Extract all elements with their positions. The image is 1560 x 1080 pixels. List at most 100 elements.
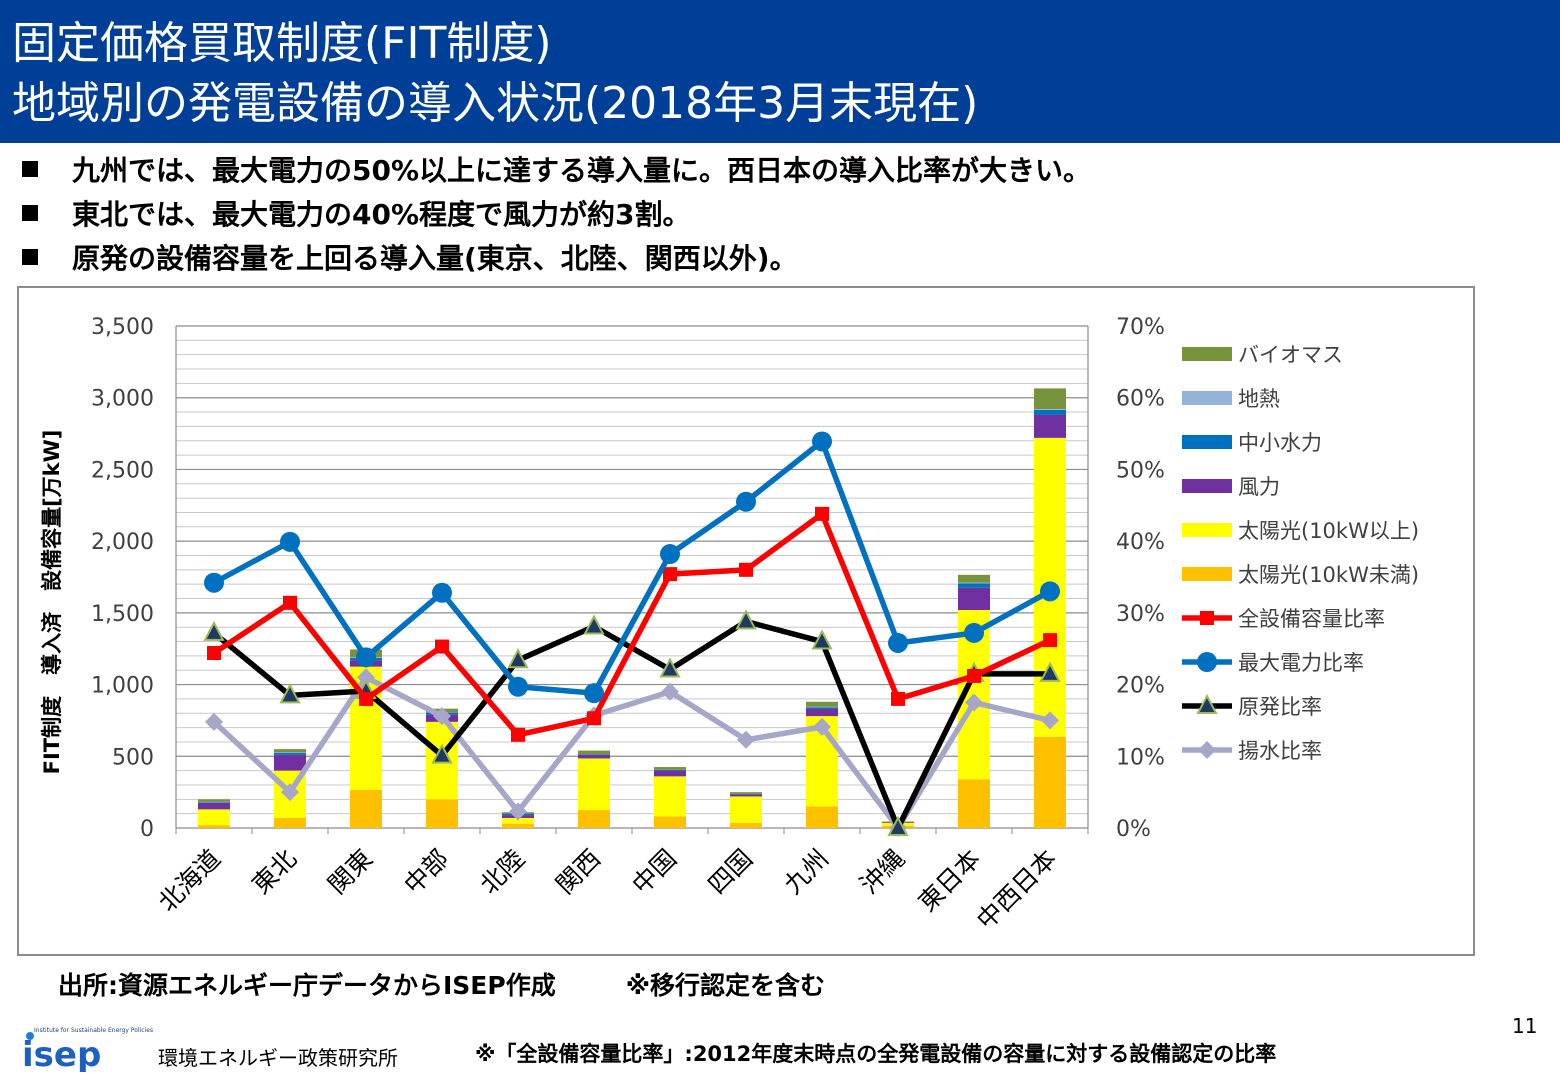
bar-segment: [806, 806, 838, 828]
bar-segment: [730, 822, 762, 828]
line-marker: [659, 657, 681, 678]
bar-segment: [806, 701, 838, 707]
x-category-label: 九州: [778, 844, 834, 900]
line-marker: [205, 712, 223, 731]
legend-label: 地熱: [1238, 387, 1280, 411]
line-marker: [435, 639, 449, 654]
bar-segment: [806, 707, 838, 709]
line-marker: [812, 431, 832, 452]
page-subtitle: 地域別の発電設備の導入状況(2018年3月末現在): [12, 78, 979, 129]
x-category-label: 関東: [322, 844, 378, 900]
logo-text: isep: [22, 1035, 101, 1072]
line-marker: [583, 614, 605, 635]
bar-segment: [502, 823, 534, 828]
x-category-label: 北海道: [153, 844, 227, 918]
line-marker: [1197, 652, 1217, 672]
y-left-tick-label: 2,500: [91, 458, 154, 483]
line-marker: [584, 683, 604, 704]
y-left-tick-label: 500: [112, 745, 154, 770]
source-line: 出所:資源エネルギー庁データからISEP作成 ※移行認定を含む: [58, 966, 825, 1006]
bar-segment: [578, 750, 610, 755]
line-marker: [356, 647, 376, 668]
bar-segment: [730, 794, 762, 797]
line-marker: [283, 595, 297, 610]
institute-name: 環境エネルギー政策研究所: [158, 1046, 398, 1070]
bar-segment: [502, 817, 534, 824]
line-marker: [587, 711, 601, 726]
line-marker: [888, 632, 908, 653]
y-left-tick-label: 1,000: [91, 674, 154, 699]
source-note: ※移行認定を含む: [625, 971, 826, 1000]
bar-segment: [578, 810, 610, 828]
bullet-item: 九州では、最大電力の50%以上に達する導入量に。西日本の導入比率が大きい。: [22, 150, 1091, 192]
bullet-text: 九州では、最大電力の50%以上に達する導入量に。西日本の導入比率が大きい。: [72, 154, 1092, 187]
line-marker: [207, 646, 221, 661]
title-bar: 固定価格買取制度(FIT制度) 地域別の発電設備の導入状況(2018年3月末現在…: [0, 0, 1560, 143]
line-marker: [357, 668, 375, 687]
bullet-square-icon: [22, 249, 38, 265]
bar-segment: [578, 758, 610, 811]
series-line: [212, 618, 1050, 831]
line-marker: [279, 683, 301, 704]
chart-axes: [175, 326, 1089, 834]
bar-segment: [274, 817, 306, 828]
y-right-tick-label: 70%: [1116, 315, 1165, 340]
bar-segment: [198, 809, 230, 826]
y-left-tick-label: 3,000: [91, 387, 154, 412]
bar-segment: [274, 749, 306, 753]
x-category-label: 関西: [550, 844, 606, 900]
bar-segment: [806, 706, 838, 708]
bar-segment: [730, 792, 762, 794]
line-marker: [281, 783, 299, 802]
legend-swatch: [1182, 479, 1232, 493]
legend-label: 全設備容量比率: [1238, 607, 1385, 631]
x-category-label: 東北: [246, 844, 302, 900]
line-marker: [433, 707, 451, 726]
bar-segment: [654, 769, 686, 771]
bullet-item: 原発の設備容量を上回る導入量(東京、北陸、関西以外)。: [22, 238, 798, 280]
bar-segment: [198, 825, 230, 828]
y-left-tick-label: 1,500: [91, 602, 154, 627]
bullet-item: 東北では、最大電力の40%程度で風力が約3割。: [22, 194, 691, 236]
line-marker: [431, 743, 453, 764]
source-text: 出所:資源エネルギー庁データからISEP作成: [58, 971, 556, 1000]
legend-label: 原発比率: [1238, 695, 1322, 719]
bar-segment: [578, 754, 610, 755]
line-marker: [661, 682, 679, 701]
chart: 0 500 1,000 1,500 2,000 2,500 3,000 3,500 0% 10% 2…: [40, 315, 1419, 935]
footnote: ※「全設備容量比率」:2012年度末時点の全発電設備の容量に対する設備認定の比率: [475, 1042, 1277, 1066]
bar-segment: [1034, 736, 1066, 828]
line-marker: [280, 531, 300, 552]
bullet-square-icon: [22, 205, 38, 221]
logo-tagline: Institute for Sustainable Energy Policie…: [34, 1027, 153, 1034]
line-marker: [660, 544, 680, 565]
line-marker: [1040, 581, 1060, 602]
legend-label: バイオマス: [1238, 343, 1343, 367]
bar-segment: [1034, 414, 1066, 438]
line-marker: [432, 582, 452, 603]
y-right-tick-label: 10%: [1116, 745, 1165, 770]
line-marker: [359, 691, 373, 706]
legend-swatch: [1182, 391, 1232, 405]
bar-segment: [958, 574, 990, 583]
bar-segment: [654, 767, 686, 770]
x-category-label: 北陸: [474, 844, 530, 900]
line-marker: [813, 717, 831, 736]
bar-segment: [654, 816, 686, 828]
bar-segment: [198, 799, 230, 802]
y-right-tick-label: 30%: [1116, 602, 1165, 627]
x-category-label: 東日本: [913, 844, 987, 918]
line-marker: [663, 567, 677, 582]
line-marker: [1200, 611, 1214, 625]
series-line: [212, 674, 1051, 831]
legend-label: 風力: [1238, 475, 1280, 499]
x-category-label: 四国: [702, 844, 758, 900]
line-marker: [1039, 661, 1061, 682]
bar-segment: [274, 752, 306, 755]
y-right-tick-label: 50%: [1116, 458, 1165, 483]
chart-lines: [203, 431, 1061, 837]
line-marker: [1041, 711, 1059, 730]
bar-segment: [198, 802, 230, 810]
bar-segment: [274, 754, 306, 771]
